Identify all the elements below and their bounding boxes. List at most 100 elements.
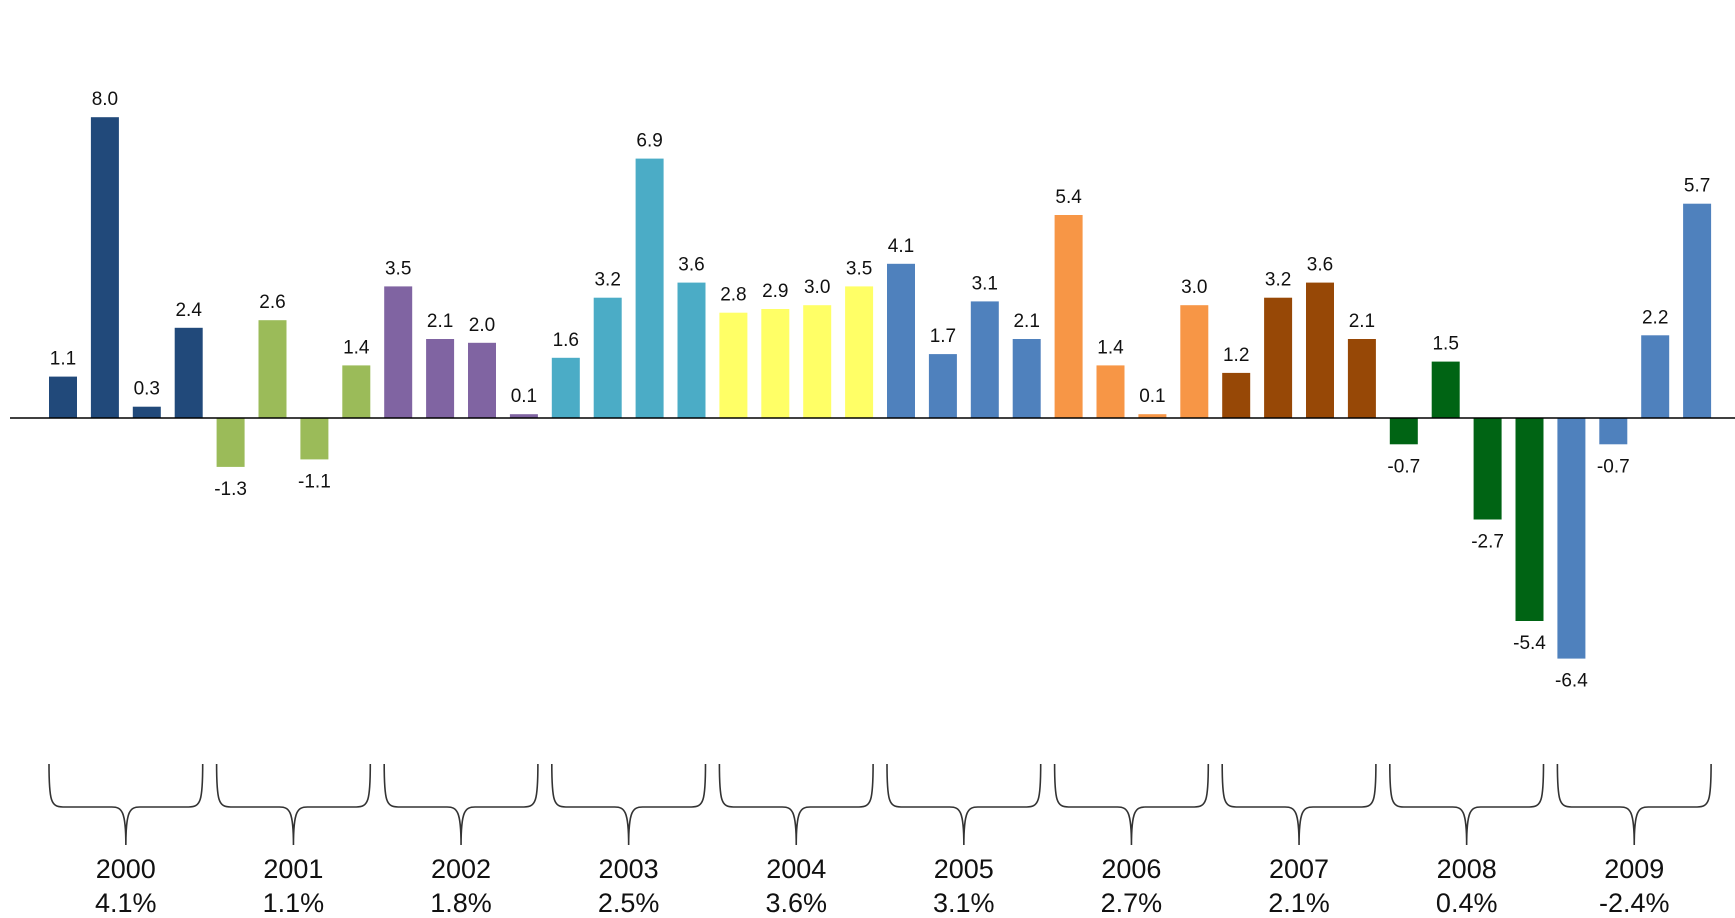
bar-2003-Q1: [551, 357, 580, 418]
bar-2009-Q2: [1599, 418, 1628, 445]
bar-2008-Q4: [1515, 418, 1544, 621]
value-label-2002-Q3: 2.0: [469, 315, 495, 336]
bar-2005-Q1: [887, 263, 915, 418]
annual-growth-2001: 1.1%: [263, 888, 325, 918]
bar-2003-Q4: [677, 282, 706, 418]
value-label-2000-Q2: 8.0: [92, 89, 118, 110]
annual-growth-2002: 1.8%: [430, 888, 492, 918]
value-label-2009-Q3: 2.2: [1642, 307, 1668, 328]
brace-2008: [1389, 763, 1545, 846]
year-label-2006: 2006: [1101, 854, 1161, 884]
brace-2006: [1053, 763, 1210, 846]
bar-2006-Q2: [1096, 365, 1125, 418]
value-label-2003-Q1: 1.6: [553, 330, 579, 351]
bar-2000-Q4: [174, 327, 203, 418]
bars-layer: [49, 117, 1712, 659]
value-label-2007-Q4: 2.1: [1349, 311, 1375, 332]
brace-2000: [48, 763, 204, 846]
annual-growth-2000: 4.1%: [95, 888, 157, 918]
year-braces-layer: [48, 763, 1712, 846]
annual-growth-2004: 3.6%: [766, 888, 828, 918]
bar-2008-Q1: [1389, 418, 1418, 445]
bar-2000-Q1: [49, 376, 77, 418]
bar-2004-Q1: [719, 312, 748, 418]
value-label-2001-Q3: -1.1: [298, 471, 331, 492]
bar-2004-Q2: [761, 309, 790, 418]
value-label-2003-Q3: 6.9: [636, 131, 662, 152]
value-label-2001-Q4: 1.4: [343, 337, 370, 358]
bar-2005-Q4: [1012, 339, 1041, 418]
bar-2003-Q2: [593, 297, 622, 418]
value-label-2006-Q1: 5.4: [1055, 187, 1082, 208]
bar-2004-Q3: [803, 305, 832, 418]
year-label-2008: 2008: [1437, 854, 1497, 884]
bar-2001-Q4: [342, 365, 371, 418]
value-label-2009-Q1: -6.4: [1555, 671, 1588, 692]
bar-2007-Q3: [1306, 282, 1334, 418]
brace-2003: [551, 763, 707, 846]
value-label-2007-Q3: 3.6: [1307, 255, 1333, 276]
bar-2001-Q2: [258, 320, 287, 418]
value-label-2002-Q1: 3.5: [385, 258, 411, 279]
bar-2008-Q3: [1473, 418, 1502, 520]
value-label-2005-Q2: 1.7: [930, 326, 956, 347]
year-labels-layer: 2000 4.1% 2001 1.1% 2002 1.8% 2003 2.5% 2004 3.6%…: [95, 854, 1670, 918]
value-label-2005-Q3: 3.1: [972, 273, 998, 294]
bar-2005-Q2: [928, 354, 957, 418]
value-label-2009-Q4: 5.7: [1684, 176, 1710, 197]
value-label-2002-Q4: 0.1: [511, 386, 537, 407]
annual-growth-2008: 0.4%: [1436, 888, 1498, 918]
value-label-2000-Q3: 0.3: [134, 379, 160, 400]
value-label-2004-Q2: 2.9: [762, 281, 788, 302]
value-label-2008-Q4: -5.4: [1513, 633, 1546, 654]
brace-2002: [383, 763, 539, 846]
bar-2001-Q3: [300, 418, 329, 460]
value-label-2007-Q1: 1.2: [1223, 345, 1249, 366]
bar-2002-Q4: [509, 414, 538, 418]
bar-2009-Q4: [1683, 203, 1712, 418]
bar-2003-Q3: [635, 158, 664, 418]
value-label-2000-Q4: 2.4: [175, 300, 202, 321]
value-label-2004-Q4: 3.5: [846, 258, 872, 279]
brace-2009: [1556, 763, 1712, 846]
value-label-2001-Q2: 2.6: [259, 292, 285, 313]
bar-2001-Q1: [216, 418, 245, 467]
value-label-2005-Q1: 4.1: [888, 236, 914, 257]
annual-growth-2006: 2.7%: [1101, 888, 1163, 918]
bar-2006-Q4: [1180, 305, 1209, 418]
year-label-2003: 2003: [599, 854, 659, 884]
year-label-2005: 2005: [934, 854, 994, 884]
brace-2001: [215, 763, 372, 846]
bar-2007-Q2: [1264, 297, 1293, 418]
annual-growth-2005: 3.1%: [933, 888, 995, 918]
value-label-2006-Q2: 1.4: [1097, 337, 1124, 358]
bar-2006-Q3: [1138, 414, 1167, 418]
value-label-2000-Q1: 1.1: [50, 349, 76, 370]
value-label-2007-Q2: 3.2: [1265, 270, 1291, 291]
bar-2000-Q3: [132, 406, 161, 418]
value-label-2008-Q1: -0.7: [1387, 456, 1420, 477]
value-label-2001-Q1: -1.3: [214, 479, 247, 500]
bar-2008-Q2: [1431, 361, 1460, 418]
bar-2002-Q2: [426, 339, 455, 418]
value-label-2004-Q1: 2.8: [720, 285, 746, 306]
value-label-2009-Q2: -0.7: [1597, 456, 1630, 477]
brace-2004: [718, 763, 874, 846]
annual-growth-2003: 2.5%: [598, 888, 660, 918]
value-label-2006-Q3: 0.1: [1139, 386, 1165, 407]
value-label-2008-Q2: 1.5: [1432, 334, 1458, 355]
bar-2009-Q1: [1557, 418, 1586, 659]
bar-2006-Q1: [1054, 215, 1083, 418]
year-label-2004: 2004: [766, 854, 826, 884]
brace-2005: [886, 763, 1042, 846]
year-label-2007: 2007: [1269, 854, 1329, 884]
bar-2007-Q4: [1347, 339, 1376, 418]
value-labels-layer: 1.1 8.0 0.3 2.4 -1.3 2.6 -1.1 1.4 3.5 2.1 2.0 0.1 1.…: [50, 89, 1711, 691]
brace-2007: [1221, 763, 1377, 846]
year-label-2009: 2009: [1604, 854, 1664, 884]
value-label-2002-Q2: 2.1: [427, 311, 453, 332]
annual-growth-2009: -2.4%: [1599, 888, 1670, 918]
bar-2002-Q1: [384, 286, 413, 418]
year-label-2002: 2002: [431, 854, 491, 884]
